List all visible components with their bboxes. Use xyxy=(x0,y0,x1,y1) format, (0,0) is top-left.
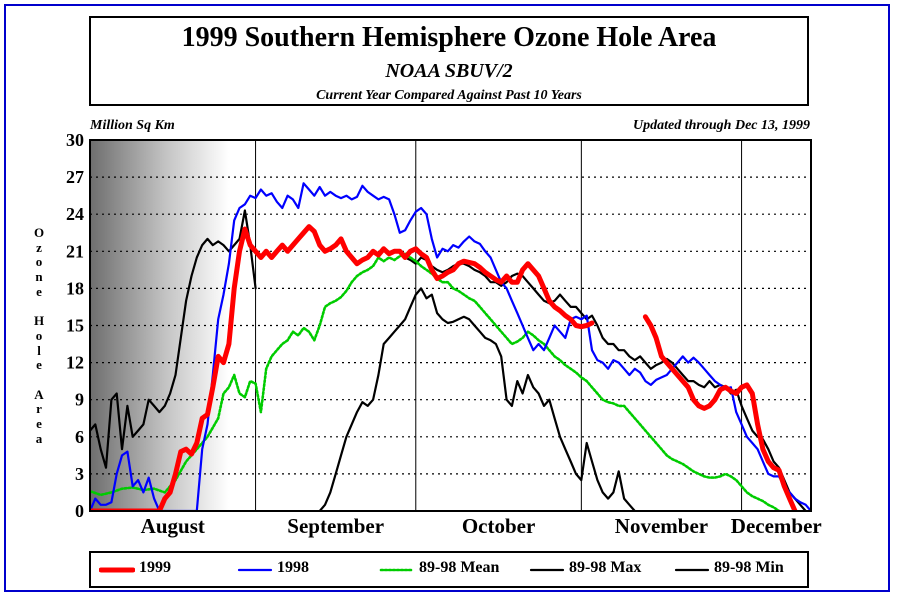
y-label-letter: l xyxy=(37,342,41,358)
y-label-letter: A xyxy=(34,386,44,402)
outer-frame xyxy=(4,4,890,592)
series-line-89-98-max xyxy=(404,256,807,511)
y-tick-label: 0 xyxy=(75,501,84,521)
series-line-1999 xyxy=(642,314,798,511)
month-label: December xyxy=(731,514,822,538)
plot-border xyxy=(89,139,812,512)
month-label: October xyxy=(462,514,535,538)
chart-subtitle: NOAA SBUV/2 xyxy=(385,60,513,82)
month-labels: August September October November December xyxy=(141,514,822,538)
chart-subtitle-2: Current Year Compared Against Past 10 Ye… xyxy=(316,88,582,103)
series-line-89-98-min xyxy=(318,287,636,511)
y-label-letter: z xyxy=(36,239,42,255)
legend-label: 89-98 Mean xyxy=(419,559,500,576)
y-tick-label: 24 xyxy=(66,204,84,224)
y-tick-label: 30 xyxy=(66,130,84,150)
updated-note: Updated through Dec 13, 1999 xyxy=(633,118,810,133)
y-tick-label: 27 xyxy=(66,167,84,187)
legend-swatch xyxy=(99,567,135,573)
y-tick-label: 3 xyxy=(75,464,84,484)
unit-label: Million Sq Km xyxy=(90,118,175,133)
legend-label: 89-98 Max xyxy=(569,559,642,576)
y-label-letter: r xyxy=(36,401,42,417)
legend-swatch xyxy=(379,568,415,572)
y-ticks: 0 3 6 9 12 15 18 21 24 27 30 xyxy=(66,130,84,521)
y-tick-label: 18 xyxy=(66,278,84,298)
legend-label: 1999 xyxy=(139,559,171,576)
legend-swatch xyxy=(674,568,710,572)
y-label-letter: a xyxy=(35,430,43,446)
y-label-letter: H xyxy=(33,313,45,329)
series-line-89-98-max xyxy=(90,209,257,469)
month-label: September xyxy=(287,514,384,538)
y-label-letter: e xyxy=(36,283,42,299)
y-label-letter: o xyxy=(35,327,43,343)
y-tick-label: 21 xyxy=(66,241,84,261)
chart-title: 1999 Southern Hemisphere Ozone Hole Area xyxy=(181,22,717,53)
y-label-letter: e xyxy=(36,416,42,432)
legend-label: 89-98 Min xyxy=(714,559,784,576)
series-line-1998 xyxy=(90,182,811,511)
y-label-letter: e xyxy=(36,357,42,373)
y-label-letter: o xyxy=(35,254,43,270)
august-shading xyxy=(90,140,229,511)
series-line-1999 xyxy=(90,224,595,511)
y-label-letter: O xyxy=(33,225,45,240)
y-tick-label: 9 xyxy=(75,390,84,410)
legend-swatch xyxy=(237,568,273,572)
series-layer xyxy=(90,182,811,511)
legend-label: 1998 xyxy=(277,559,309,576)
legend-swatch xyxy=(529,568,565,572)
series-line-89-98-mean xyxy=(90,252,781,511)
legend: 1999 1998 89-98 Mean 89-98 Max 89-98 Min xyxy=(89,551,809,588)
y-label-letter: n xyxy=(35,269,43,285)
month-label: August xyxy=(141,514,205,538)
y-tick-label: 12 xyxy=(66,353,84,373)
y-tick-label: 15 xyxy=(66,316,84,336)
month-label: November xyxy=(615,514,708,538)
y-tick-label: 6 xyxy=(75,427,84,447)
title-box: 1999 Southern Hemisphere Ozone Hole Area… xyxy=(89,16,809,106)
